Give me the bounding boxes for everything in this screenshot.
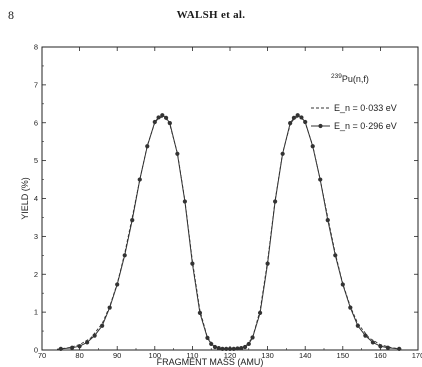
data-point [235,346,240,351]
data-point [100,323,105,328]
annotation-superscript: 239 [331,73,342,80]
x-tick-label: 80 [75,351,83,360]
data-point [137,177,142,182]
legend: 239Pu(n,f) E_n = 0·033 eV E_n = 0·296 eV [311,73,397,131]
data-point [325,217,330,223]
data-point [156,115,161,120]
data-point [58,346,63,351]
axes: 70 80 90 100 110 120 130 140 150 160 170 0 1 2 3 4 5 6 7 8 F… [20,43,422,367]
y-axis-label: YIELD (%) [20,177,30,220]
y-tick-label: 6 [34,118,38,127]
data-point [122,253,127,258]
data-point [257,310,263,315]
data-point [280,151,285,156]
page-number: 8 [8,8,14,22]
data-point [224,346,229,351]
x-axis-label: FRAGMENT MASS (AMU) [157,357,264,367]
series-line-1 [60,114,400,350]
y-tick-label: 3 [34,232,38,241]
legend-label-0: E_n = 0·033 eV [334,103,397,113]
data-point [190,261,195,266]
data-point [167,121,172,126]
y-tick-label: 5 [34,156,38,165]
data-point [130,217,135,223]
y-tick-label: 1 [34,308,38,317]
x-tick-label: 100 [149,351,162,360]
data-point [182,199,187,204]
x-tick-label: 170 [412,351,422,360]
data-point [85,340,90,345]
data-point [299,115,304,120]
data-point [355,323,360,328]
y-tick-label: 8 [34,43,38,52]
data-point [77,344,82,349]
x-tick-label: 90 [113,351,121,360]
legend-label-1: E_n = 0·296 eV [334,121,397,131]
data-point [348,305,353,310]
data-point [288,121,293,126]
x-tick-label: 150 [337,351,350,360]
data-point [163,115,169,120]
legend-marker-1 [318,123,323,129]
data-point [340,282,345,287]
data-point [291,115,297,120]
data-point [265,261,270,266]
data-point [209,341,214,347]
data-point [175,151,180,156]
x-tick-label: 140 [299,351,312,360]
data-point [107,305,112,310]
series-layer [56,113,404,351]
running-head: WALSH et al. [176,9,246,21]
data-point [205,335,210,340]
data-point [363,333,368,338]
reaction-annotation: 239Pu(n,f) [331,73,369,84]
series-line-0 [56,116,404,351]
data-point [397,346,402,351]
data-point [333,253,338,258]
data-point [231,346,236,351]
y-tick-label: 7 [34,80,38,89]
x-tick-label: 120 [224,351,237,360]
data-point [303,119,308,125]
data-point [239,346,244,351]
data-point [145,144,150,149]
data-point [385,345,391,350]
x-tick-label: 110 [186,351,198,360]
data-point [378,344,383,349]
data-point [246,341,251,347]
data-point [115,282,120,287]
y-tick-label: 2 [34,270,38,279]
data-point [92,333,97,338]
data-point [227,346,233,351]
data-point [370,340,375,345]
data-point [69,345,75,350]
annotation-label: Pu(n,f) [342,74,369,84]
data-point [220,346,225,351]
data-point [152,119,157,125]
data-point [242,344,248,350]
data-point [160,113,165,118]
data-point [310,144,315,149]
data-point [318,177,323,182]
data-point [250,335,255,340]
data-point [216,346,221,351]
plot-frame [41,46,419,351]
y-tick-label: 4 [34,194,38,203]
data-point [273,199,278,204]
x-tick-label: 130 [261,351,274,360]
data-point [295,113,300,118]
y-tick-label: 0 [34,346,38,355]
x-tick-label: 70 [38,351,46,360]
data-point [212,344,218,350]
data-point [197,310,203,315]
x-tick-label: 160 [374,351,387,360]
